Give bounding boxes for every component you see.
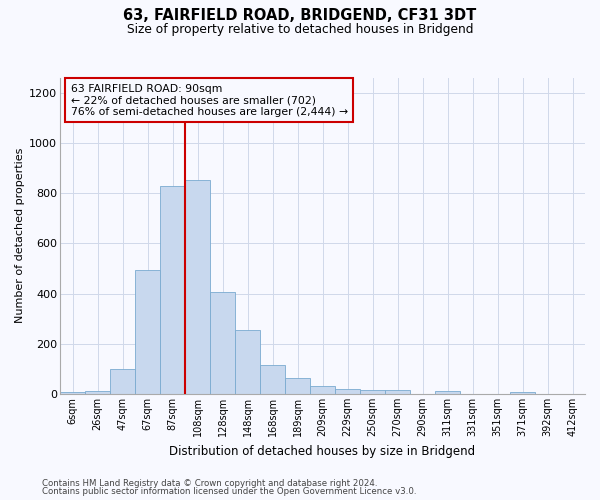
Text: 63, FAIRFIELD ROAD, BRIDGEND, CF31 3DT: 63, FAIRFIELD ROAD, BRIDGEND, CF31 3DT — [124, 8, 476, 22]
Bar — [510, 392, 535, 394]
Bar — [85, 391, 110, 394]
Bar — [135, 270, 160, 394]
Text: Size of property relative to detached houses in Bridgend: Size of property relative to detached ho… — [127, 22, 473, 36]
Text: 63 FAIRFIELD ROAD: 90sqm
← 22% of detached houses are smaller (702)
76% of semi-: 63 FAIRFIELD ROAD: 90sqm ← 22% of detach… — [71, 84, 347, 117]
Bar — [310, 386, 335, 394]
Bar — [110, 369, 135, 394]
Bar — [435, 391, 460, 394]
X-axis label: Distribution of detached houses by size in Bridgend: Distribution of detached houses by size … — [169, 444, 476, 458]
Bar — [210, 292, 235, 394]
Text: Contains public sector information licensed under the Open Government Licence v3: Contains public sector information licen… — [42, 487, 416, 496]
Bar — [60, 392, 85, 394]
Bar — [235, 330, 260, 394]
Bar — [185, 180, 210, 394]
Y-axis label: Number of detached properties: Number of detached properties — [15, 148, 25, 324]
Bar — [160, 186, 185, 394]
Bar — [335, 389, 360, 394]
Text: Contains HM Land Registry data © Crown copyright and database right 2024.: Contains HM Land Registry data © Crown c… — [42, 478, 377, 488]
Bar — [260, 365, 285, 394]
Bar — [385, 390, 410, 394]
Bar — [285, 378, 310, 394]
Bar — [360, 390, 385, 394]
